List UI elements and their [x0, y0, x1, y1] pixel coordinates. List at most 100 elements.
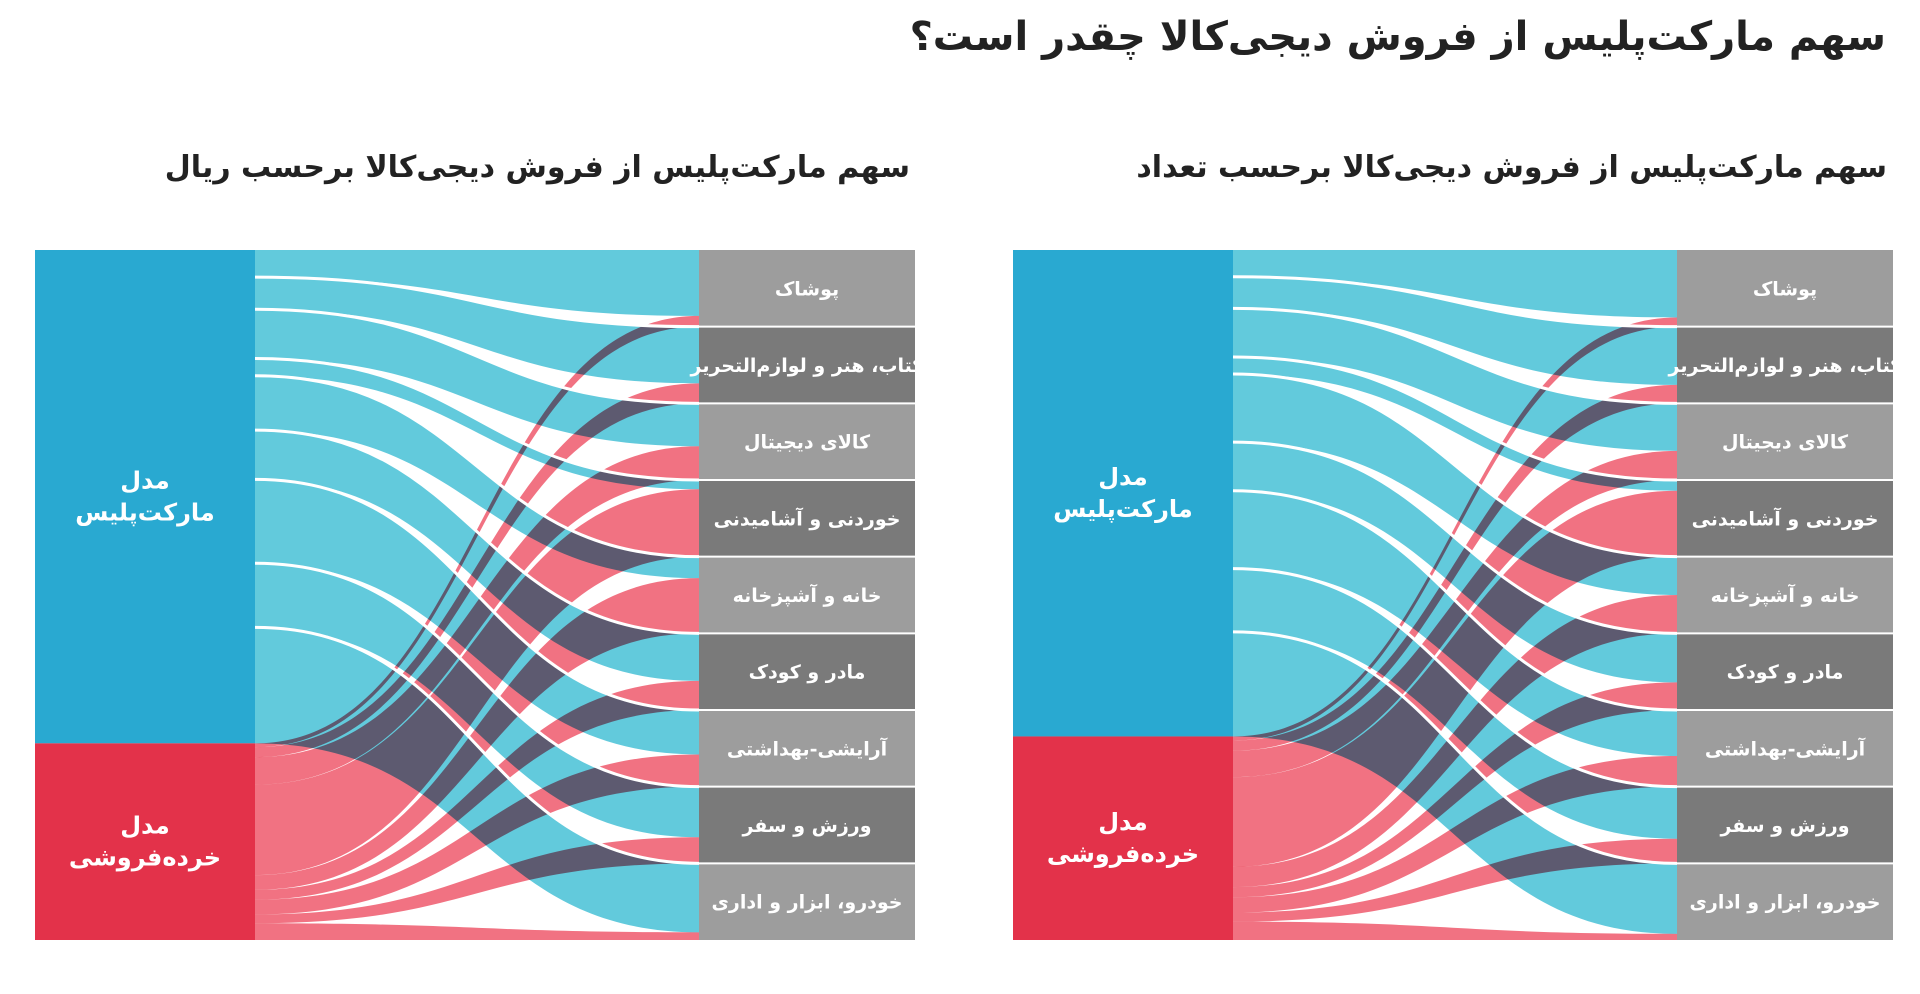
flow-separator-6: [254, 561, 700, 789]
flow-marketplace-4: [255, 375, 699, 579]
source-label-line: خرده‌فروشی: [1047, 840, 1199, 868]
category-label: خودرو، ابزار و اداری: [711, 892, 902, 914]
sankey-chart-count: مدل مارکت‌پلیس مدل خرده‌فروشی پوشاک کتاب، هنر…: [1013, 250, 1893, 940]
flow-marketplace-2: [255, 309, 699, 447]
flow-retail-4: [255, 578, 699, 890]
category-node: [1677, 403, 1893, 480]
flow-separators: [254, 275, 700, 865]
category-node: [1677, 710, 1893, 787]
category-nodes: پوشاک کتاب، هنر و لوازم‌التحریر کالای دیجی…: [1668, 250, 1893, 940]
category-node: [1677, 633, 1893, 710]
category-node: [699, 403, 915, 480]
category-node: [699, 556, 915, 634]
category-label: ورزش و سفر: [1719, 815, 1849, 837]
source-label-0: مدل مارکت‌پلیس: [1053, 463, 1193, 523]
category-node: [699, 710, 915, 787]
flow-marketplace-3: [1233, 357, 1677, 491]
flow-marketplace-5: [1233, 442, 1677, 683]
flow-retail-7: [1233, 838, 1677, 922]
category-node: [1677, 863, 1893, 940]
flow-separator-5: [1232, 489, 1678, 712]
category-node: [1677, 250, 1893, 327]
flow-retail-1: [1233, 384, 1677, 751]
category-label: مادر و کودک: [749, 662, 866, 684]
category-label: خوردنی و آشامیدنی: [1692, 506, 1879, 530]
flow-retail-3: [255, 489, 699, 876]
page-title: سهم مارکت‌پلیس از فروش دیجی‌کالا چقدر اس…: [909, 14, 1887, 60]
flow-separator-1: [1232, 306, 1678, 405]
flow-separator-0: [254, 275, 700, 329]
flow-retail-5: [255, 680, 699, 900]
category-label: آرایشی-بهداشتی: [1705, 736, 1866, 760]
source-label-1: مدل خرده‌فروشی: [69, 812, 221, 872]
category-label: کالای دیجیتال: [744, 432, 871, 454]
category-label: آرایشی-بهداشتی: [727, 736, 888, 760]
category-label: خودرو، ابزار و اداری: [1689, 892, 1880, 914]
category-node: [1677, 480, 1893, 557]
sankey-chart-rial: مدل مارکت‌پلیس مدل خرده‌فروشی پوشاک کتاب، هنر…: [35, 250, 915, 940]
source-label-0: مدل مارکت‌پلیس: [75, 467, 215, 527]
flow-separator-1: [254, 307, 700, 405]
category-label: کتاب، هنر و لوازم‌التحریر: [690, 355, 915, 377]
source-label-line: مدل: [1098, 808, 1148, 836]
category-label: خوردنی و آشامیدنی: [714, 506, 901, 530]
category-node: [1677, 326, 1893, 404]
category-node: [699, 250, 915, 327]
flow-retail-8: [1233, 921, 1677, 940]
source-label-line: مدل: [1098, 463, 1148, 491]
flow-separator-7: [254, 625, 700, 865]
flow-separator-5: [254, 477, 700, 712]
source-label-1: مدل خرده‌فروشی: [1047, 808, 1199, 868]
category-node: [699, 480, 915, 557]
category-node: [699, 786, 915, 864]
category-node: [1677, 786, 1893, 864]
flow-separator-2: [254, 357, 700, 482]
flow-retail-2: [255, 446, 699, 785]
source-label-line: خرده‌فروشی: [69, 844, 221, 872]
category-label: مادر و کودک: [1727, 662, 1844, 684]
flow-retail-0: [1233, 317, 1677, 741]
flow-separator-0: [1232, 275, 1678, 329]
flow-marketplace-2: [1233, 308, 1677, 451]
source-label-line: مارکت‌پلیس: [1053, 495, 1193, 523]
category-nodes: پوشاک کتاب، هنر و لوازم‌التحریر کالای دیجی…: [690, 250, 915, 940]
category-label: خانه و آشپزخانه: [1711, 583, 1860, 607]
chart-title-count: سهم مارکت‌پلیس از فروش دیجی‌کالا برحسب ت…: [1136, 150, 1887, 185]
category-label: پوشاک: [1753, 278, 1817, 300]
flow-separator-3: [254, 374, 700, 559]
flow-retail-7: [255, 837, 699, 924]
chart-title-rial: سهم مارکت‌پلیس از فروش دیجی‌کالا برحسب ر…: [164, 150, 911, 185]
flow-separators: [1232, 275, 1678, 865]
flow-retail-6: [1233, 756, 1677, 913]
flow-separator-4: [1232, 440, 1678, 635]
flow-marketplace-1: [255, 277, 699, 384]
source-label-line: مارکت‌پلیس: [75, 499, 215, 527]
category-node: [699, 863, 915, 940]
category-label: کتاب، هنر و لوازم‌التحریر: [1668, 355, 1893, 377]
category-label: پوشاک: [775, 278, 839, 300]
flow-retail-5: [1233, 682, 1677, 898]
flow-separator-4: [254, 428, 700, 635]
flow-separator-7: [1232, 630, 1678, 865]
category-label: کالای دیجیتال: [1722, 432, 1849, 454]
node-marketplace: [1013, 250, 1233, 737]
flow-retail-8: [255, 923, 699, 940]
flow-separator-3: [1232, 372, 1678, 559]
node-retail: [35, 743, 255, 940]
node-retail: [1013, 736, 1233, 940]
category-node: [699, 633, 915, 710]
flow-retail-2: [1233, 450, 1677, 778]
category-label: ورزش و سفر: [741, 815, 871, 837]
flow-retail-1: [255, 383, 699, 758]
category-node: [699, 326, 915, 404]
category-node: [1677, 556, 1893, 634]
node-marketplace: [35, 250, 255, 744]
flow-marketplace-0: [255, 250, 699, 316]
flow-separator-2: [1232, 355, 1678, 482]
flow-marketplace-0: [1233, 250, 1677, 318]
flow-retail-6: [255, 754, 699, 915]
flow-marketplace-3: [255, 358, 699, 490]
source-label-line: مدل: [120, 812, 170, 840]
flow-marketplace-1: [1233, 276, 1677, 385]
flow-retail-4: [1233, 595, 1677, 888]
